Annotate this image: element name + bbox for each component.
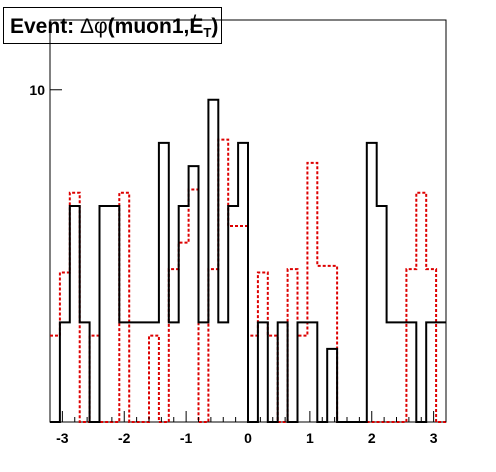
axis-layer: -3 -2 -1 0 1 2 3 10 — [29, 82, 447, 446]
title-met-slash: / — [190, 12, 197, 35]
title-missing-et: E / T — [189, 8, 212, 43]
series-layer — [50, 98, 446, 423]
histogram-title: Event: Δφ(muon1,E / T) — [3, 7, 222, 44]
series-solid-black — [50, 98, 446, 423]
title-suffix: ) — [211, 15, 219, 38]
x-tick-label: -2 — [118, 430, 131, 446]
y-tick-label: 10 — [29, 82, 45, 98]
x-tick-label: 2 — [368, 430, 376, 446]
title-met-subscript: T — [203, 25, 212, 40]
x-tick-label: 3 — [430, 430, 438, 446]
title-body: (muon1, — [107, 15, 190, 38]
x-tick-label: -3 — [56, 430, 69, 446]
title-prefix: Event: — [10, 15, 81, 38]
title-delta-phi: Δφ — [80, 15, 108, 38]
x-tick-label: -1 — [180, 430, 193, 446]
x-tick-label: 1 — [306, 430, 314, 446]
title-met-letter: E — [189, 15, 204, 38]
x-tick-label: 0 — [244, 430, 252, 446]
